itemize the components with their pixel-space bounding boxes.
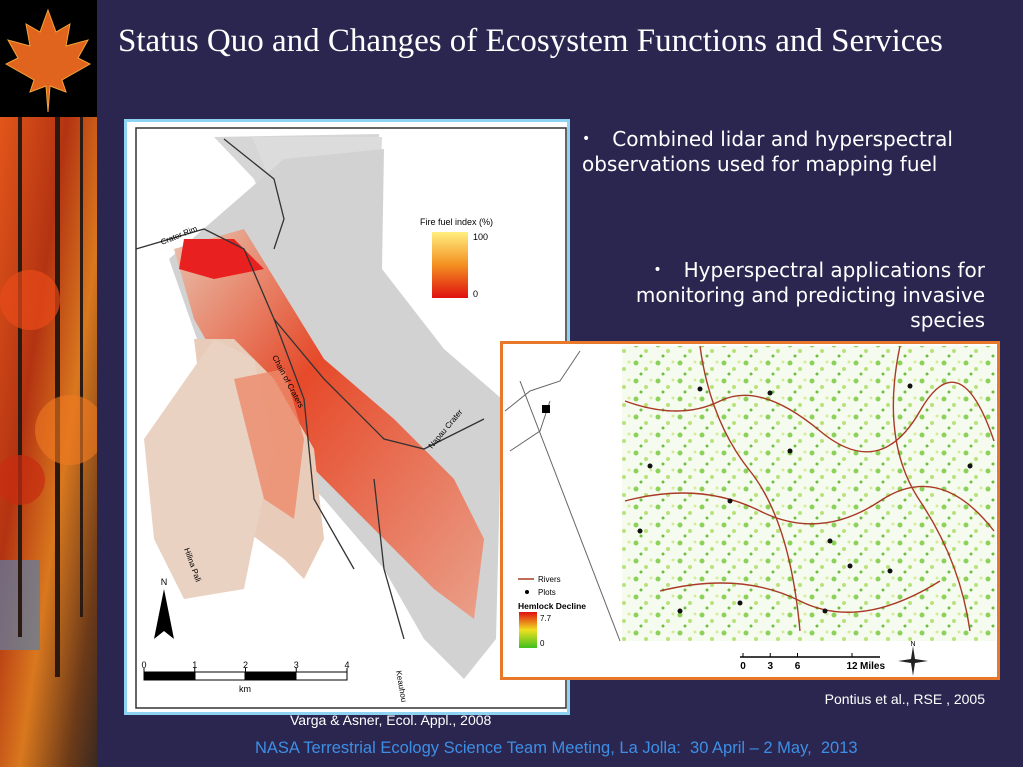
bullet: Hyperspectral applications for monitorin… xyxy=(630,258,985,333)
legend-label: Rivers xyxy=(538,575,561,584)
scale-ticks: 0 3 6 12 xyxy=(740,653,858,672)
citation: Pontius et al., RSE , 2005 xyxy=(824,691,985,707)
scale-label: 3 xyxy=(294,660,299,670)
scale-ticks: 0 1 2 3 4 xyxy=(141,660,350,672)
fire-fuel-map: Fire fuel index (%) 100 0 Crater Rim Cha… xyxy=(124,119,570,715)
legend-title: Hemlock Decline xyxy=(518,601,586,611)
hemlock-map: Rivers Plots Hemlock Decline 7.7 0 N 0 3 6… xyxy=(500,341,1000,680)
legend-label: 0 xyxy=(540,639,545,648)
scale-label: 6 xyxy=(795,661,801,672)
side-image xyxy=(0,0,97,767)
scale-label: 0 xyxy=(740,661,746,672)
scale-label: 2 xyxy=(243,660,248,670)
north-label: N xyxy=(910,641,915,648)
scale-label: 3 xyxy=(767,661,773,672)
scale-unit: km xyxy=(239,684,251,694)
bullet: Combined lidar and hyperspectral observa… xyxy=(582,127,982,177)
scale-label: 4 xyxy=(344,660,349,670)
legend-label: 0 xyxy=(473,289,478,299)
citation: Varga & Asner, Ecol. Appl., 2008 xyxy=(290,712,492,728)
scale-label: 12 xyxy=(846,661,858,672)
footer: NASA Terrestrial Ecology Science Team Me… xyxy=(255,739,858,757)
scale-label: 0 xyxy=(141,660,146,670)
slide-title: Status Quo and Changes of Ecosystem Func… xyxy=(118,23,943,59)
north-label: N xyxy=(161,577,168,587)
scale-unit: Miles xyxy=(860,661,885,672)
legend-label: 7.7 xyxy=(540,614,552,623)
legend-label: 100 xyxy=(473,232,488,242)
legend-title: Fire fuel index (%) xyxy=(420,217,493,227)
scale-label: 1 xyxy=(192,660,197,670)
legend-label: Plots xyxy=(538,588,556,597)
